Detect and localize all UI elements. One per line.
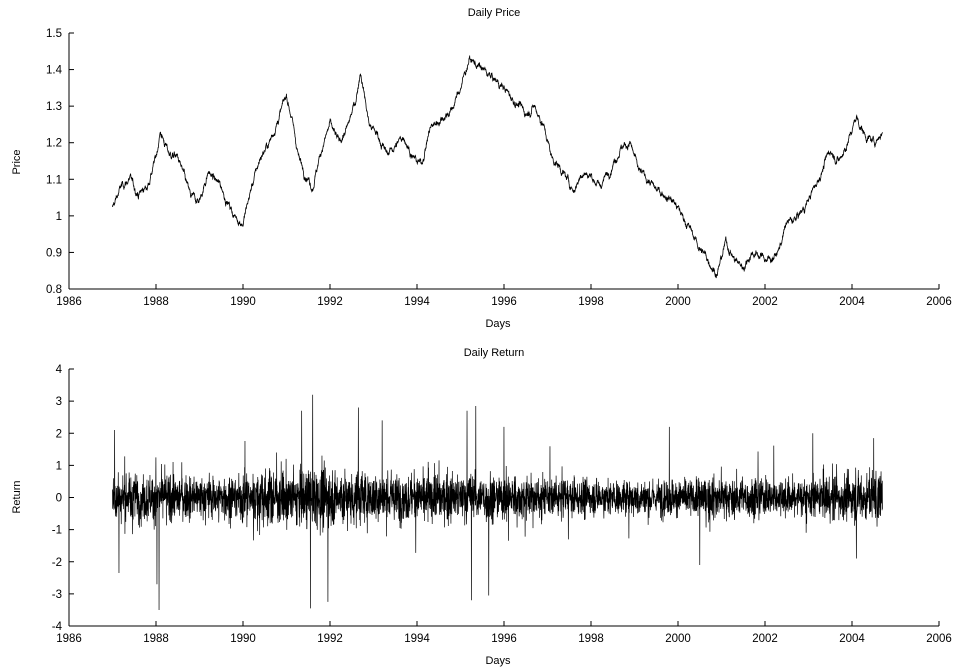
- x-tick-label: 1990: [230, 296, 256, 308]
- y-tick-label: 0.9: [46, 247, 62, 259]
- x-tick-label: 2004: [839, 633, 865, 645]
- x-tick-label: 2002: [752, 296, 778, 308]
- x-tick-label: 2000: [665, 633, 691, 645]
- y-tick-label: -4: [52, 621, 63, 633]
- y-tick-label: 1.2: [46, 138, 62, 150]
- y-tick-label: 1.3: [46, 101, 62, 113]
- y-tick-label: 1.4: [46, 65, 63, 77]
- x-tick-label: 1990: [230, 633, 256, 645]
- y-tick-label: -1: [52, 525, 62, 537]
- x-tick-label: 1988: [143, 633, 169, 645]
- return-plot-area: 1986 1988 1990 1992 1994 1996 1998 2000 2002 2004…: [52, 364, 952, 645]
- y-tick-label: 3: [56, 396, 62, 408]
- y-tick-label: -3: [52, 589, 62, 601]
- y-axis-label: Return: [11, 480, 23, 513]
- x-axis-label: Days: [485, 318, 511, 330]
- y-tick-label: 4: [56, 364, 63, 376]
- x-tick-label: 1996: [491, 633, 517, 645]
- return-chart: Daily Return 1986 1988 1990 1992 1994 1996 199…: [11, 347, 952, 667]
- x-tick-label: 2006: [926, 296, 952, 308]
- price-chart: Daily Price 1986 1988 1990 1992 1994 1996 1998…: [11, 7, 952, 330]
- x-tick-label: 1998: [578, 296, 604, 308]
- x-tick-label: 2002: [752, 633, 778, 645]
- price-plot-area: 1986 1988 1990 1992 1994 1996 1998 2000 2002 2004…: [46, 28, 952, 308]
- chart-title: Daily Return: [464, 347, 525, 359]
- x-tick-label: 1998: [578, 633, 604, 645]
- x-axis-label: Days: [485, 655, 511, 667]
- x-tick-label: 2000: [665, 296, 691, 308]
- x-tick-label: 2006: [926, 633, 952, 645]
- y-tick-label: 1.1: [46, 174, 62, 186]
- x-tick-label: 1986: [56, 296, 82, 308]
- x-tick-label: 1992: [317, 633, 343, 645]
- x-tick-label: 2004: [839, 296, 865, 308]
- y-tick-label: 0.8: [46, 284, 62, 296]
- y-axis-label: Price: [11, 149, 23, 174]
- x-tick-label: 1994: [404, 633, 430, 645]
- x-tick-label: 1992: [317, 296, 343, 308]
- y-tick-label: 2: [56, 428, 62, 440]
- return-series-line: [112, 394, 883, 610]
- y-tick-label: 0: [56, 493, 62, 505]
- y-tick-label: 1: [56, 460, 62, 472]
- x-tick-label: 1996: [491, 296, 517, 308]
- y-tick-label: 1.5: [46, 28, 62, 40]
- x-tick-label: 1986: [56, 633, 82, 645]
- y-tick-label: -2: [52, 557, 62, 569]
- price-series-line: [112, 55, 883, 279]
- chart-title: Daily Price: [468, 7, 521, 19]
- x-tick-label: 1988: [143, 296, 169, 308]
- y-tick-label: 1: [56, 211, 62, 223]
- x-tick-label: 1994: [404, 296, 430, 308]
